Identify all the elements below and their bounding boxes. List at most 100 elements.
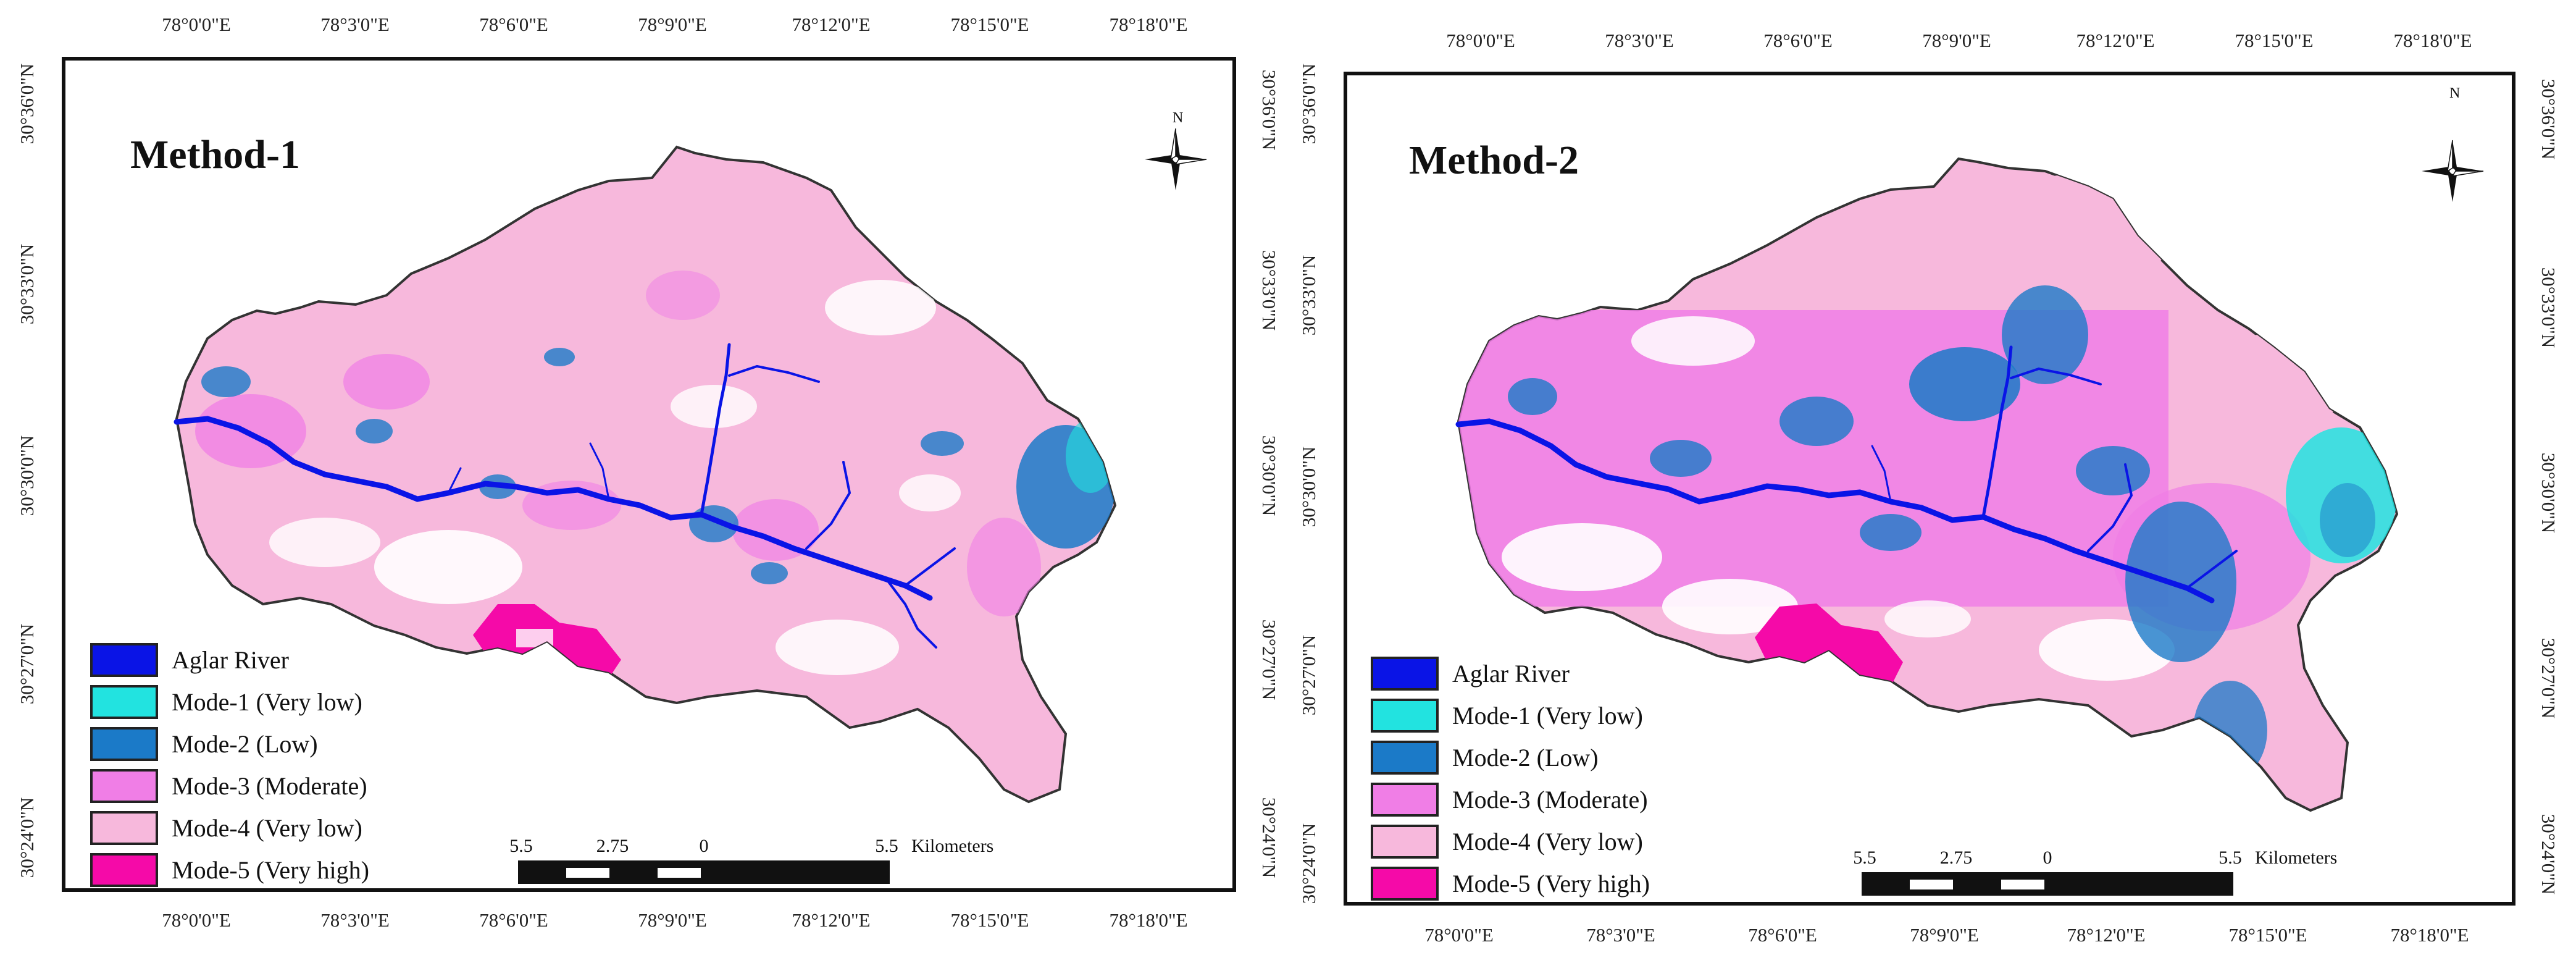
lat-tick-right: 30°30'0"N [2538,452,2559,534]
scale-bar [1862,872,2233,896]
lat-tick-right: 30°27'0"N [1258,619,1280,700]
scale-unit: Kilometers [911,836,994,856]
lon-tick-bottom: 78°9'0"E [1910,924,1979,946]
lat-tick-left: 30°36'0"N [16,63,38,145]
lon-tick-top: 78°18'0"E [1109,14,1188,35]
lat-tick-right: 30°27'0"N [2538,637,2559,719]
legend-label: Mode-3 (Moderate) [172,772,367,800]
legend-swatch [90,810,158,845]
lon-tick-top: 78°15'0"E [950,14,1029,35]
lon-tick-bottom: 78°6'0"E [1748,924,1817,946]
legend-label: Mode-3 (Moderate) [1452,785,1648,814]
lat-tick-right: 30°30'0"N [1258,435,1280,516]
lat-tick-right: 30°36'0"N [2538,78,2559,160]
legend-label: Mode-2 (Low) [172,730,318,758]
map-frame: Method-2 N Aglar River Mode-1 (Very low) [1344,72,2515,906]
lon-tick-bottom: 78°12'0"E [2067,924,2146,946]
lat-tick-right: 30°33'0"N [2538,267,2559,348]
lon-tick-bottom: 78°12'0"E [792,909,871,931]
lon-tick-top: 78°6'0"E [479,14,548,35]
legend-item-mode-4: Mode-4 (Very low) [90,809,362,846]
legend-swatch [1371,698,1439,733]
legend-item-mode-4: Mode-4 (Very low) [1371,823,1643,860]
lon-tick-bottom: 78°15'0"E [950,909,1029,931]
legend-item-aglar-river: Aglar River [1371,655,1570,692]
lon-tick-top: 78°3'0"E [320,14,390,35]
legend-swatch [1371,740,1439,775]
lat-tick-left: 30°27'0"N [16,623,38,705]
map-frame: Method-1 N Aglar River Mode-1 (Very low) [62,57,1236,892]
lon-tick-top: 78°0'0"E [162,14,231,35]
lon-tick-bottom: 78°0'0"E [1424,924,1494,946]
legend-swatch [90,642,158,677]
watershed-map [1455,157,2399,812]
lon-tick-bottom: 78°3'0"E [320,909,390,931]
legend-item-mode-1: Mode-1 (Very low) [1371,697,1643,734]
scale-label: 2.75 [1939,847,1973,868]
scale-label: 2.75 [596,836,629,856]
lon-tick-bottom: 78°18'0"E [2390,924,2469,946]
legend-item-mode-3: Mode-3 (Moderate) [90,767,367,804]
aglar-river [174,343,956,649]
lon-tick-top: 78°12'0"E [792,14,871,35]
map-title: Method-2 [1409,138,1579,183]
legend-swatch [90,726,158,761]
legend-swatch [90,852,158,887]
lon-tick-top: 78°3'0"E [1605,30,1674,51]
lat-tick-left: 30°24'0"N [1298,823,1319,904]
map-panel-method-2: 78°0'0"E 78°3'0"E 78°6'0"E 78°9'0"E 78°1… [1284,0,2576,963]
scale-label: 0 [2043,847,2052,868]
legend: Aglar River Mode-1 (Very low) Mode-2 (Lo… [1371,655,1741,902]
lat-tick-right: 30°36'0"N [1258,69,1280,151]
legend-item-aglar-river: Aglar River [90,641,289,678]
lon-tick-top: 78°15'0"E [2235,30,2314,51]
legend-label: Mode-4 (Very low) [1452,827,1643,856]
legend-item-mode-5: Mode-5 (Very high) [90,851,369,888]
legend-item-mode-2: Mode-2 (Low) [1371,739,1599,776]
map-panel-method-1: 78°0'0"E 78°3'0"E 78°6'0"E 78°9'0"E 78°1… [0,0,1284,963]
lon-tick-top: 78°18'0"E [2393,30,2472,51]
lon-tick-top: 78°12'0"E [2076,30,2155,51]
legend-item-mode-3: Mode-3 (Moderate) [1371,781,1648,818]
north-arrow-icon [2422,140,2484,202]
lat-tick-right: 30°33'0"N [1258,250,1280,331]
legend-swatch [90,768,158,803]
lon-tick-bottom: 78°3'0"E [1586,924,1655,946]
legend: Aglar River Mode-1 (Very low) Mode-2 (Lo… [90,641,461,888]
map-title: Method-1 [130,132,300,177]
lat-tick-right: 30°24'0"N [2538,814,2559,895]
legend-swatch [1371,824,1439,859]
legend-item-mode-5: Mode-5 (Very high) [1371,865,1650,902]
legend-label: Mode-1 (Very low) [172,688,362,716]
north-arrow-icon [1145,128,1207,190]
aglar-river [1455,345,2238,603]
lat-tick-left: 30°36'0"N [1298,63,1319,145]
scale-unit: Kilometers [2255,847,2338,868]
lon-tick-top: 78°0'0"E [1446,30,1515,51]
lon-tick-bottom: 78°9'0"E [638,909,707,931]
watershed-map [174,145,1117,804]
lat-tick-right: 30°24'0"N [1258,797,1280,878]
scale-label: 5.5 [2218,847,2242,868]
lat-tick-left: 30°30'0"N [16,435,38,516]
legend-label: Mode-2 (Low) [1452,743,1599,772]
legend-label: Mode-4 (Very low) [172,814,362,842]
legend-swatch [1371,866,1439,901]
scale-bar [518,860,890,884]
legend-label: Aglar River [1452,659,1570,688]
lon-tick-top: 78°9'0"E [1922,30,1991,51]
legend-item-mode-1: Mode-1 (Very low) [90,683,362,720]
legend-item-mode-2: Mode-2 (Low) [90,725,318,762]
legend-label: Aglar River [172,646,289,674]
lon-tick-bottom: 78°15'0"E [2228,924,2307,946]
lat-tick-left: 30°33'0"N [1298,254,1319,336]
scale-label: 5.5 [1853,847,1876,868]
lon-tick-top: 78°9'0"E [638,14,707,35]
lon-tick-bottom: 78°18'0"E [1109,909,1188,931]
scale-label: 0 [699,836,709,856]
scale-label: 5.5 [875,836,898,856]
legend-label: Mode-5 (Very high) [172,856,369,884]
lon-tick-top: 78°6'0"E [1763,30,1833,51]
legend-label: Mode-5 (Very high) [1452,869,1650,898]
north-label: N [2449,85,2461,101]
